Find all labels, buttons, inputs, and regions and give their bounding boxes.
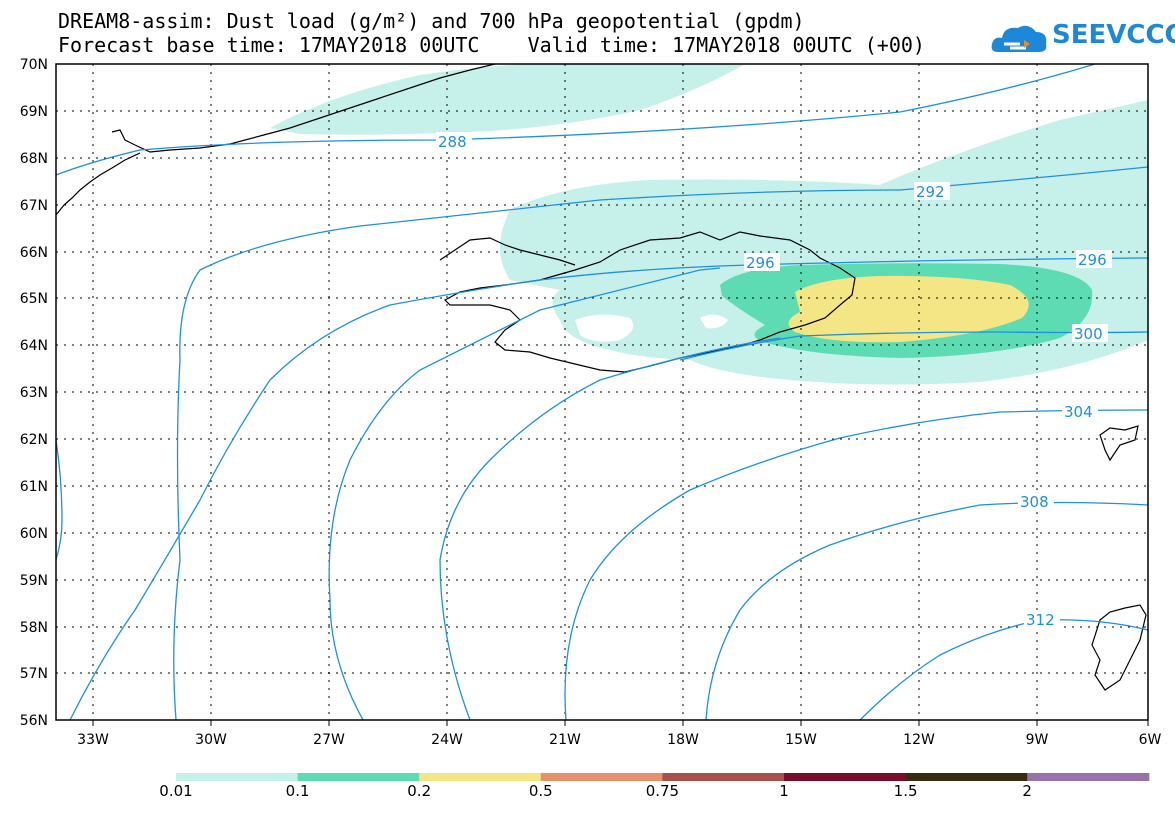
faroe-coast bbox=[1099, 425, 1139, 462]
legend-label: 1.5 bbox=[893, 782, 918, 800]
contour-label: 288 bbox=[438, 133, 467, 151]
contour-300 bbox=[328, 267, 721, 720]
contour-label: 308 bbox=[1020, 493, 1049, 511]
contour-304 bbox=[439, 337, 781, 720]
cloud-icon bbox=[991, 25, 1047, 52]
map-frame bbox=[55, 63, 1149, 721]
lat-label: 58N bbox=[20, 620, 48, 636]
lat-label: 70N bbox=[20, 57, 48, 73]
coastlines bbox=[56, 64, 1147, 691]
legend-swatch bbox=[297, 773, 420, 781]
lat-label: 63N bbox=[20, 385, 48, 401]
legend-label: 2 bbox=[1022, 782, 1032, 800]
iceland-coast bbox=[444, 231, 856, 373]
contour-label: 292 bbox=[916, 183, 945, 201]
contour-label: 300 bbox=[1074, 325, 1103, 343]
lat-label: 69N bbox=[20, 104, 48, 120]
dust-area-0-2 bbox=[788, 275, 1029, 343]
greenland-coast bbox=[111, 64, 496, 153]
lon-label: 15W bbox=[785, 732, 817, 748]
lat-label: 66N bbox=[20, 245, 48, 261]
legend-label: 0.1 bbox=[285, 782, 310, 800]
lon-label: 33W bbox=[77, 732, 109, 748]
lon-label: 9W bbox=[1026, 732, 1049, 748]
lat-label: 67N bbox=[20, 198, 48, 214]
legend-swatch bbox=[1027, 773, 1150, 781]
lon-label: 6W bbox=[1139, 732, 1162, 748]
lat-label: 68N bbox=[20, 151, 48, 167]
contour-label: 296 bbox=[746, 254, 775, 272]
legend-swatch bbox=[784, 773, 907, 781]
lat-label: 61N bbox=[20, 479, 48, 495]
scotland-coast bbox=[1091, 604, 1147, 691]
legend-swatch bbox=[419, 773, 542, 781]
contour-label: 304 bbox=[1064, 403, 1093, 421]
contour-288-west bbox=[56, 439, 63, 561]
lat-label: 56N bbox=[20, 713, 48, 729]
contour-308 bbox=[705, 501, 1148, 720]
logo-text: SEEVCCC bbox=[1052, 20, 1175, 50]
lat-label: 57N bbox=[20, 666, 48, 682]
legend-colorbar bbox=[176, 773, 1150, 781]
contour-312 bbox=[859, 619, 1148, 720]
legend-swatch bbox=[540, 773, 663, 781]
lon-label: 27W bbox=[313, 732, 345, 748]
geopotential-contours bbox=[56, 64, 1148, 720]
legend-label: 1 bbox=[779, 782, 789, 800]
contour-label: 296 bbox=[1078, 251, 1107, 269]
contour-304b bbox=[564, 409, 1148, 720]
lat-label: 64N bbox=[20, 338, 48, 354]
legend-label: 0.75 bbox=[645, 782, 680, 800]
lat-label: 62N bbox=[20, 432, 48, 448]
legend-swatch bbox=[662, 773, 785, 781]
legend-swatch bbox=[905, 773, 1028, 781]
map-subtitle: Forecast base time: 17MAY2018 00UTC Vali… bbox=[58, 33, 925, 57]
contour-296 bbox=[69, 257, 1148, 720]
legend-label: 0.01 bbox=[159, 782, 193, 800]
contour-292 bbox=[173, 166, 1148, 720]
lon-label: 18W bbox=[667, 732, 699, 748]
map-grid bbox=[56, 64, 1148, 720]
lon-label: 12W bbox=[903, 732, 935, 748]
contour-288 bbox=[56, 64, 1096, 176]
map-title: DREAM8-assim: Dust load (g/m²) and 700 h… bbox=[58, 9, 805, 33]
lat-label: 60N bbox=[20, 526, 48, 542]
legend-label: 0.2 bbox=[407, 782, 432, 800]
lon-label: 30W bbox=[195, 732, 227, 748]
contour-label: 312 bbox=[1026, 611, 1055, 629]
legend-label: 0.5 bbox=[528, 782, 553, 800]
lat-label: 59N bbox=[20, 573, 48, 589]
lon-label: 21W bbox=[549, 732, 581, 748]
legend-swatch bbox=[176, 773, 299, 781]
lon-label: 24W bbox=[431, 732, 463, 748]
lat-label: 65N bbox=[20, 291, 48, 307]
